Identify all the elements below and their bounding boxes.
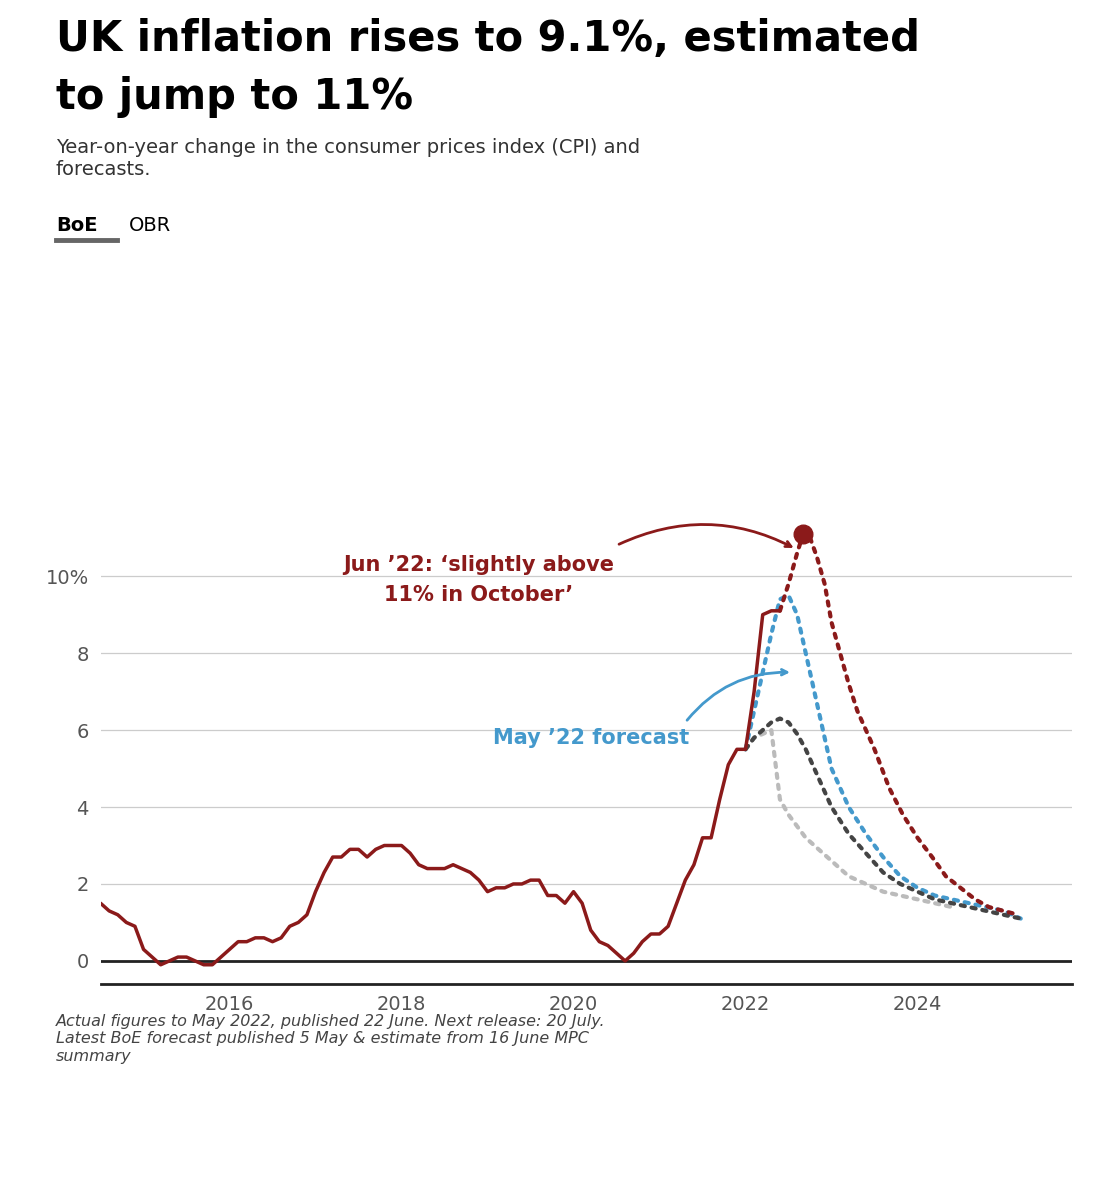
- Text: Year-on-year change in the consumer prices index (CPI) and
forecasts.: Year-on-year change in the consumer pric…: [56, 138, 640, 179]
- Text: Jun ’22: ‘slightly above: Jun ’22: ‘slightly above: [343, 554, 614, 575]
- Text: Actual figures to May 2022, published 22 June. Next release: 20 July.
Latest BoE: Actual figures to May 2022, published 22…: [56, 1014, 605, 1063]
- Text: BoE: BoE: [56, 216, 97, 235]
- Text: May ’22 forecast: May ’22 forecast: [493, 727, 689, 748]
- Text: UK inflation rises to 9.1%, estimated: UK inflation rises to 9.1%, estimated: [56, 18, 920, 60]
- Text: 11% in October’: 11% in October’: [384, 586, 573, 606]
- Point: [794, 524, 812, 544]
- Text: OBR: OBR: [128, 216, 171, 235]
- Text: to jump to 11%: to jump to 11%: [56, 76, 413, 118]
